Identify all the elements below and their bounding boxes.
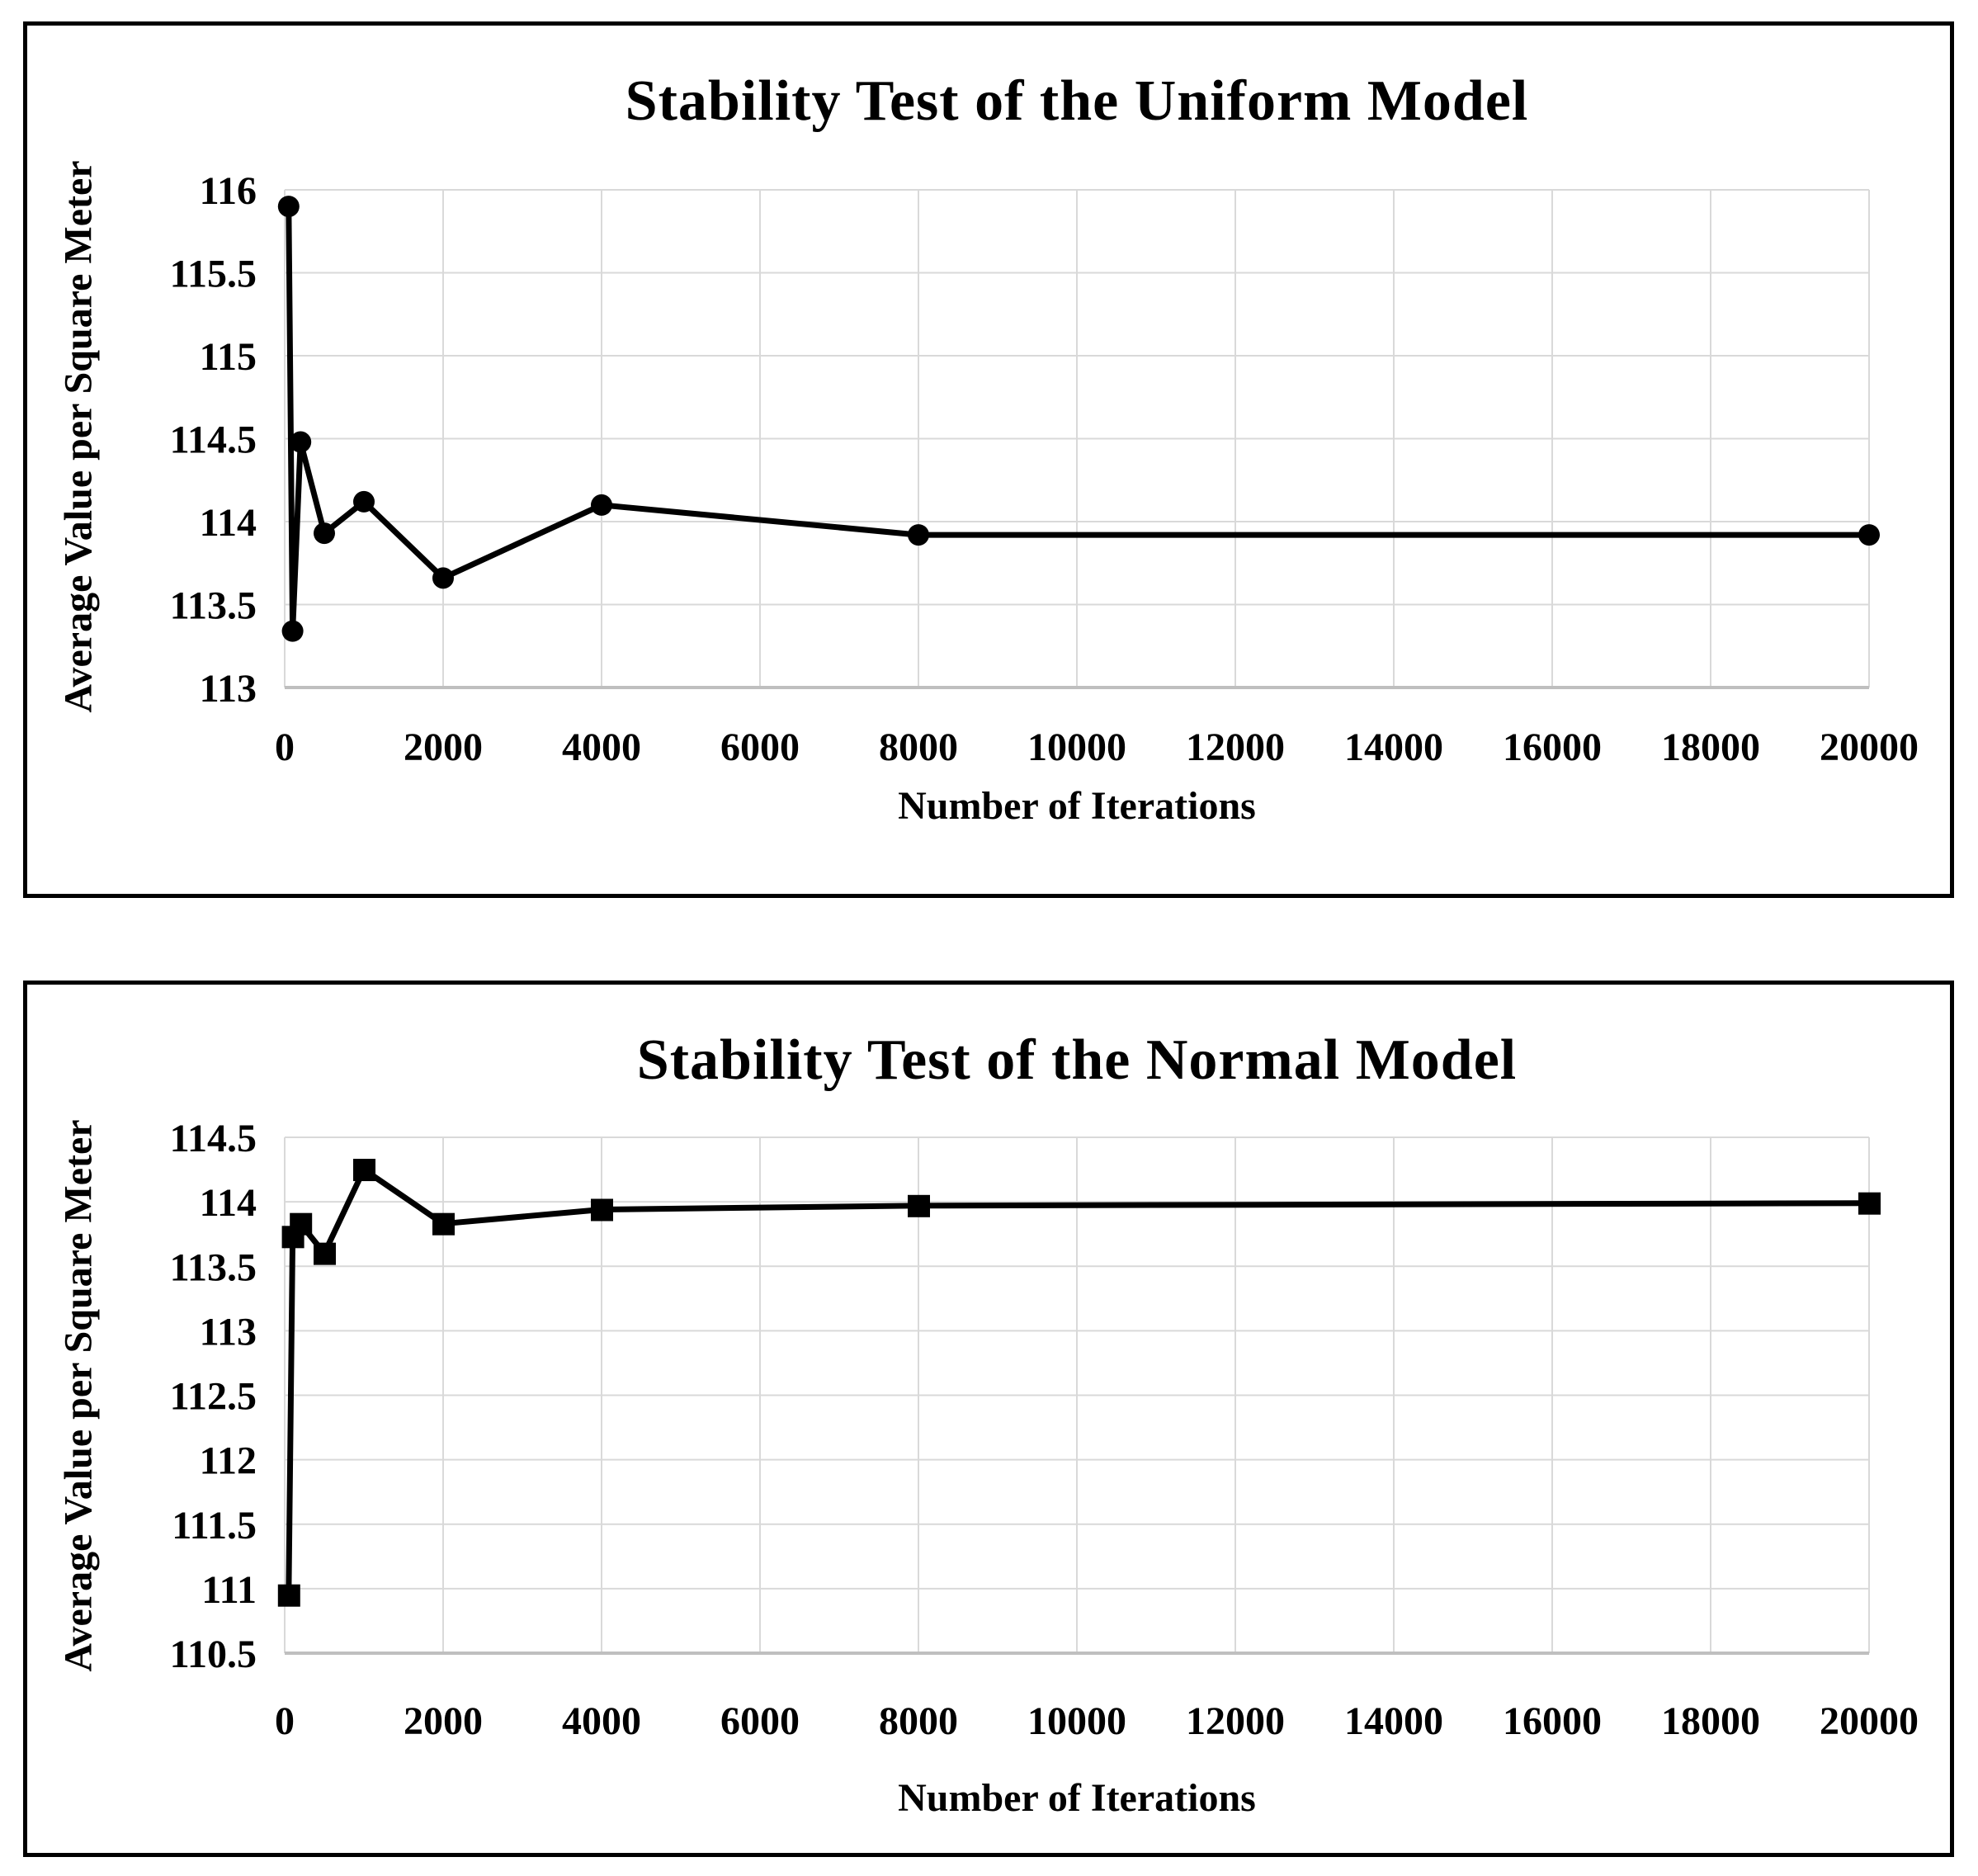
y-tick-label: 112 — [200, 1439, 257, 1483]
x-tick-label: 12000 — [1186, 725, 1285, 769]
x-tick-label: 8000 — [879, 1699, 958, 1743]
y-tick-label: 114 — [200, 501, 257, 545]
y-tick-label: 115 — [200, 335, 257, 379]
data-point-marker — [314, 522, 335, 545]
data-point-marker — [353, 1159, 375, 1182]
data-point-marker — [1858, 1192, 1881, 1215]
data-point-marker — [908, 524, 929, 546]
data-point-marker — [290, 431, 312, 453]
data-point-marker — [1858, 524, 1880, 546]
y-tick-label: 110.5 — [170, 1633, 257, 1676]
y-tick-label: 112.5 — [170, 1375, 257, 1419]
x-tick-label: 16000 — [1503, 725, 1602, 769]
x-tick-label: 12000 — [1186, 1699, 1285, 1743]
x-axis-label: Number of Iterations — [898, 784, 1256, 828]
y-tick-label: 113.5 — [170, 584, 257, 628]
y-tick-label: 113 — [200, 667, 257, 711]
x-tick-label: 4000 — [562, 725, 641, 769]
uniform-model-chart: Stability Test of the Uniform Model Aver… — [23, 21, 1954, 898]
data-point-marker — [432, 567, 454, 589]
x-tick-label: 6000 — [720, 725, 800, 769]
data-point-marker — [281, 620, 304, 642]
chart-title: Stability Test of the Normal Model — [636, 1028, 1518, 1092]
data-point-marker — [277, 1584, 300, 1607]
y-tick-label: 111 — [201, 1568, 257, 1612]
x-tick-label: 14000 — [1344, 725, 1443, 769]
y-tick-label: 116 — [200, 169, 257, 213]
x-tick-label: 2000 — [404, 1699, 483, 1743]
data-point-marker — [432, 1212, 455, 1236]
y-tick-label: 115.5 — [170, 253, 257, 296]
x-tick-label: 0 — [275, 1699, 295, 1743]
x-tick-label: 10000 — [1027, 1699, 1126, 1743]
x-tick-label: 20000 — [1820, 1699, 1919, 1743]
x-tick-label: 6000 — [720, 1699, 800, 1743]
chart-title: Stability Test of the Uniform Model — [625, 69, 1529, 133]
x-tick-label: 2000 — [404, 725, 483, 769]
y-tick-label: 114.5 — [170, 1117, 257, 1160]
data-point-marker — [277, 196, 300, 218]
data-point-marker — [314, 1242, 336, 1265]
data-point-marker — [591, 494, 612, 516]
y-tick-label: 113 — [200, 1310, 257, 1354]
normal-plot-area: 110.5 111 111.5 112 112.5 113 113.5 114 114.5 0 20… — [170, 1117, 1919, 1743]
data-line — [286, 1166, 1872, 1599]
x-tick-label: 4000 — [562, 1699, 641, 1743]
x-tick-label: 18000 — [1661, 1699, 1760, 1743]
x-tick-label: 20000 — [1820, 725, 1919, 769]
y-tick-label: 113.5 — [170, 1245, 257, 1289]
x-tick-label: 8000 — [879, 725, 958, 769]
x-axis-label: Number of Iterations — [898, 1776, 1256, 1820]
x-tick-label: 18000 — [1661, 725, 1760, 769]
x-tick-label: 10000 — [1027, 725, 1126, 769]
x-tick-label: 14000 — [1344, 1699, 1443, 1743]
data-point-marker — [290, 1212, 313, 1236]
y-tick-label: 114.5 — [170, 418, 257, 462]
x-tick-label: 0 — [275, 725, 295, 769]
data-point-marker — [908, 1194, 930, 1217]
y-tick-label: 114 — [200, 1181, 257, 1225]
y-tick-label: 111.5 — [172, 1504, 257, 1548]
data-point-marker — [591, 1198, 613, 1222]
data-line — [286, 203, 1872, 635]
uniform-plot-area: 113 113.5 114 114.5 115 115.5 116 0 2000 4000 6000… — [170, 169, 1919, 769]
x-tick-label: 16000 — [1503, 1699, 1602, 1743]
data-point-marker — [353, 490, 375, 513]
normal-model-chart: Stability Test of the Normal Model Avera… — [23, 981, 1954, 1857]
